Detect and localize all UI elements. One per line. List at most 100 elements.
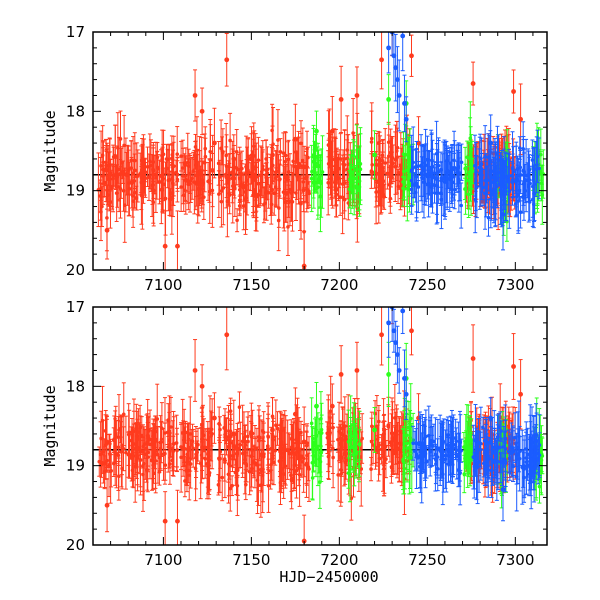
- x-tick-label: 7200: [320, 276, 358, 294]
- plot-frame: [92, 31, 548, 271]
- data-point: [193, 153, 198, 158]
- data-point: [376, 141, 381, 145]
- y-axis-title: Magnitude: [41, 110, 59, 191]
- data-point: [120, 160, 124, 165]
- data-point: [227, 193, 232, 197]
- data-point: [518, 116, 524, 122]
- data-point: [464, 178, 469, 183]
- data-point: [351, 131, 355, 135]
- data-point: [159, 188, 164, 192]
- data-point: [294, 191, 298, 195]
- data-point: [263, 201, 267, 205]
- data-point: [97, 459, 102, 464]
- data-point: [182, 161, 187, 166]
- data-point: [299, 141, 303, 146]
- data-point: [312, 181, 316, 185]
- data-point: [340, 182, 345, 186]
- data-point: [124, 173, 128, 177]
- data-point: [170, 458, 175, 463]
- data-point: [406, 148, 411, 153]
- data-point: [108, 200, 113, 204]
- data-point: [291, 159, 296, 164]
- data-point: [252, 154, 257, 158]
- data-point: [199, 453, 204, 457]
- data-point: [379, 57, 384, 63]
- data-point: [192, 93, 198, 98]
- data-point: [310, 169, 314, 174]
- data-point: [192, 180, 197, 184]
- data-point: [526, 173, 530, 178]
- data-point: [330, 170, 335, 175]
- data-point: [479, 167, 484, 171]
- data-point: [161, 152, 166, 157]
- data-point: [409, 53, 414, 59]
- data-point: [195, 148, 199, 153]
- data-point: [163, 431, 167, 435]
- data-point: [243, 183, 248, 187]
- x-tick-label: 7100: [144, 276, 182, 294]
- series-blue: [386, 32, 542, 251]
- data-point: [396, 93, 402, 98]
- data-point: [337, 166, 341, 171]
- data-point: [163, 463, 168, 467]
- data-point: [130, 468, 135, 473]
- data-point: [108, 469, 113, 474]
- data-point: [514, 174, 518, 179]
- data-point: [416, 164, 420, 169]
- data-point: [537, 166, 541, 171]
- data-point: [523, 189, 528, 193]
- data-point: [459, 160, 464, 165]
- data-point: [231, 156, 237, 162]
- data-point: [511, 89, 516, 94]
- data-point: [143, 176, 148, 181]
- data-point: [420, 165, 425, 170]
- data-point: [282, 445, 286, 450]
- data-point: [227, 171, 232, 175]
- data-point: [503, 184, 508, 189]
- data-point: [517, 189, 522, 193]
- data-point: [228, 138, 232, 143]
- data-point: [386, 45, 392, 51]
- data-point: [270, 152, 275, 158]
- data-point: [517, 146, 522, 150]
- data-point: [145, 164, 150, 169]
- data-point: [388, 150, 393, 155]
- data-point: [225, 199, 230, 204]
- data-point: [105, 439, 109, 444]
- data-point: [219, 146, 223, 151]
- data-point: [135, 437, 140, 442]
- data-point: [203, 445, 208, 450]
- data-point: [170, 163, 174, 167]
- data-point: [535, 154, 540, 159]
- data-point: [531, 197, 535, 202]
- data-point: [473, 197, 478, 202]
- data-point: [434, 177, 438, 181]
- data-point: [505, 175, 509, 180]
- data-point: [299, 430, 303, 435]
- data-point: [237, 405, 242, 409]
- data-point: [217, 175, 222, 179]
- data-point: [306, 155, 310, 160]
- data-point: [475, 185, 479, 189]
- data-point: [283, 159, 288, 164]
- data-point: [315, 155, 320, 160]
- data-point: [292, 136, 298, 142]
- data-point: [208, 149, 213, 154]
- data-point: [256, 181, 261, 186]
- data-point: [182, 440, 186, 444]
- data-point: [154, 175, 158, 180]
- data-point: [185, 160, 190, 165]
- data-point: [326, 180, 330, 185]
- data-point: [320, 170, 325, 174]
- data-point: [539, 181, 544, 185]
- data-point: [414, 174, 419, 179]
- data-point: [104, 227, 110, 233]
- data-point: [166, 418, 171, 422]
- data-point: [113, 433, 118, 437]
- data-point: [502, 168, 506, 173]
- data-point: [240, 183, 245, 188]
- data-point: [199, 423, 204, 427]
- data-point: [175, 448, 179, 453]
- data-point: [212, 140, 217, 146]
